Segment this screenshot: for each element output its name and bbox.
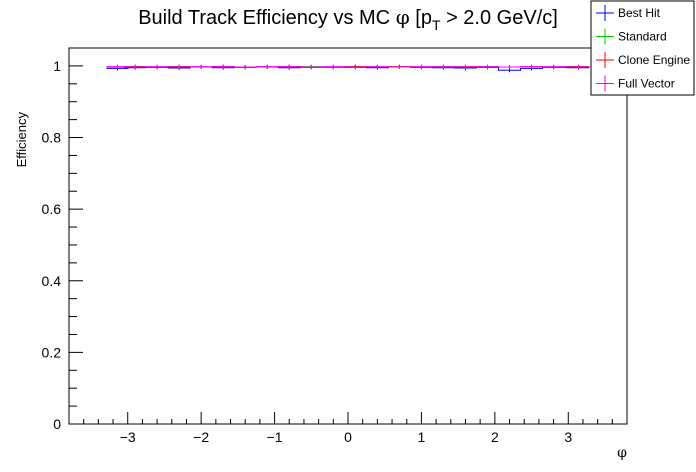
y-tick-label: 0.6 <box>42 201 62 217</box>
x-tick-label: 2 <box>491 429 499 445</box>
y-tick-label: 1 <box>53 58 61 74</box>
y-axis-label: Efficiency <box>14 112 29 168</box>
legend-label: Clone Engine <box>618 53 690 67</box>
legend-label: Standard <box>618 30 667 44</box>
x-tick-label: 1 <box>418 429 426 445</box>
x-tick-label: −3 <box>120 429 136 445</box>
y-tick-label: 0 <box>53 416 61 432</box>
y-tick-label: 0.4 <box>42 273 62 289</box>
y-tick-label: 0.2 <box>42 344 62 360</box>
plot-frame <box>68 47 628 425</box>
chart-title: Build Track Efficiency vs MC φ [pT > 2.0… <box>138 5 558 33</box>
x-tick-label: 0 <box>344 429 352 445</box>
x-tick-label: −1 <box>267 429 283 445</box>
y-tick-label: 0.8 <box>42 130 62 146</box>
legend-label: Best Hit <box>618 6 661 20</box>
series-layer <box>106 64 590 73</box>
legend-box <box>590 0 695 96</box>
x-axis: −3 −2 −1 0 1 2 3 <box>68 412 628 445</box>
x-axis-label: φ <box>617 445 627 461</box>
legend-label: Full Vector <box>618 77 675 91</box>
x-tick-label: 3 <box>564 429 572 445</box>
x-tick-label: −2 <box>193 429 209 445</box>
legend: Best Hit Standard Clone Engine Full Vector <box>590 0 695 96</box>
y-axis: 0 0.2 0.4 0.6 0.8 1 <box>42 47 83 432</box>
